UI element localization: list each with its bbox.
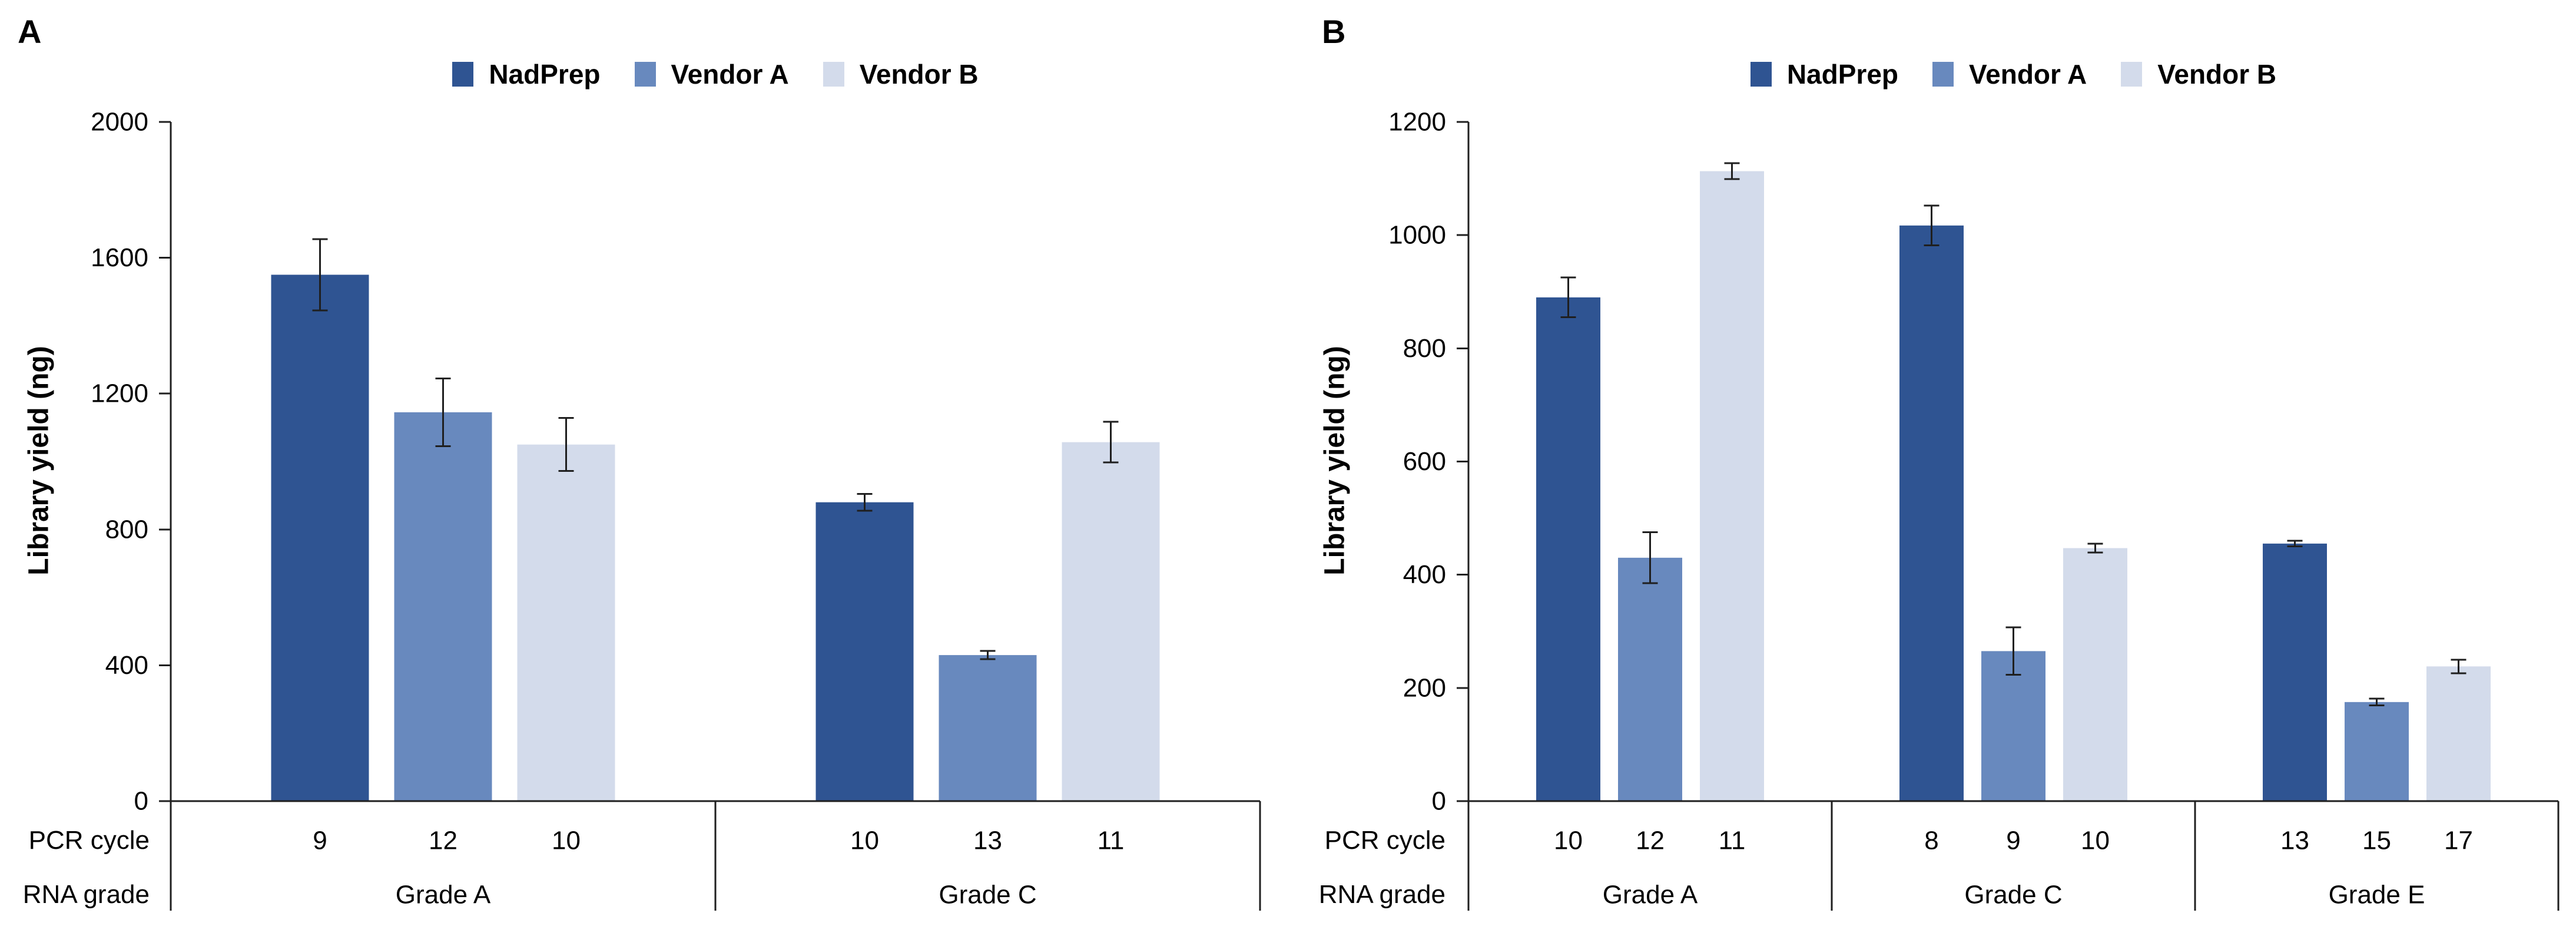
rna-grade-row-label: RNA grade — [1318, 880, 1446, 909]
pcr-cycle-value: 13 — [2280, 826, 2309, 855]
pcr-cycle-value: 11 — [1719, 826, 1746, 855]
pcr-cycle-row-label: PCR cycle — [1324, 826, 1446, 855]
y-tick-label: 0 — [134, 787, 148, 816]
legend-label-nadprep: NadPrep — [1786, 59, 1898, 90]
y-tick-label: 800 — [1403, 334, 1446, 363]
bar — [1618, 557, 1682, 801]
panel-b-label: B — [1322, 13, 1346, 50]
legend-item-nadprep: NadPrep — [452, 58, 601, 90]
y-tick-label: 200 — [1403, 673, 1446, 702]
bar — [1062, 442, 1160, 801]
legend-marker-vendor-b-icon — [823, 62, 844, 87]
bar — [1981, 651, 2045, 801]
panel-a-label: A — [18, 13, 42, 50]
legend-marker-nadprep-icon — [452, 62, 474, 87]
legend-item-nadprep: NadPrep — [1750, 58, 1898, 90]
y-tick-label: 600 — [1403, 447, 1446, 476]
legend-label-vendor-a: Vendor A — [671, 59, 789, 90]
pcr-cycle-value: 17 — [2444, 826, 2473, 855]
bar — [2063, 548, 2127, 801]
legend-label-vendor-b: Vendor B — [859, 59, 979, 90]
legend-item-vendor-a: Vendor A — [1932, 58, 2087, 90]
y-tick-label: 1600 — [91, 243, 148, 272]
legend-b: NadPrep Vendor A Vendor B — [1468, 59, 2558, 90]
pcr-cycle-value: 10 — [850, 826, 879, 855]
rna-grade-group-label: Grade E — [2329, 881, 2425, 909]
bar-chart-b: 10 12 11 Grade A 8 9 10 Grade C 13 15 17 Grade E 0 20… — [1388, 108, 2560, 911]
panel-a: A NadPrep Vendor A Vendor B Library yiel… — [18, 13, 1261, 911]
bar — [939, 655, 1037, 801]
y-tick-label: 800 — [105, 515, 148, 544]
legend-marker-vendor-b-icon — [2121, 62, 2143, 87]
legend-a: NadPrep Vendor A Vendor B — [171, 59, 1260, 90]
legend-item-vendor-a: Vendor A — [634, 58, 789, 90]
bar — [1536, 297, 1600, 801]
legend-marker-vendor-a-icon — [634, 62, 656, 87]
pcr-cycle-value: 10 — [2081, 826, 2110, 855]
y-tick-label: 1200 — [91, 379, 148, 408]
y-tick-label: 2000 — [91, 108, 148, 137]
bar — [271, 274, 369, 801]
legend-item-vendor-b: Vendor B — [2121, 58, 2276, 90]
pcr-cycle-row-label: PCR cycle — [28, 826, 150, 855]
rna-grade-row-label: RNA grade — [22, 880, 150, 909]
y-tick-label: 1200 — [1388, 108, 1446, 137]
pcr-cycle-value: 12 — [1636, 826, 1665, 855]
pcr-cycle-value: 9 — [313, 826, 327, 855]
bar-chart-a: 9 12 10 Grade A 10 13 11 Grade C 0 400 800 1200 1600… — [91, 108, 1261, 911]
pcr-cycle-value: 11 — [1098, 826, 1125, 855]
pcr-cycle-value: 8 — [1924, 826, 1938, 855]
pcr-cycle-value: 15 — [2362, 826, 2391, 855]
y-tick-label: 1000 — [1388, 221, 1446, 250]
panel-b: B NadPrep Vendor A Vendor B Library yiel… — [1288, 0, 2576, 936]
pcr-cycle-value: 10 — [1554, 826, 1583, 855]
bar — [2345, 702, 2409, 801]
legend-marker-vendor-a-icon — [1932, 62, 1954, 87]
legend-label-vendor-a: Vendor A — [1969, 59, 2087, 90]
legend-label-nadprep: NadPrep — [489, 59, 601, 90]
bar — [815, 502, 914, 801]
y-tick-label: 400 — [105, 651, 148, 680]
bar — [517, 444, 615, 801]
pcr-cycle-value: 13 — [973, 826, 1002, 855]
bar — [1700, 171, 1764, 801]
pcr-cycle-value: 10 — [552, 826, 581, 855]
bar — [2426, 666, 2491, 801]
pcr-cycle-value: 12 — [429, 826, 457, 855]
rna-grade-group-label: Grade A — [1603, 881, 1698, 909]
pcr-cycle-value: 9 — [2006, 826, 2020, 855]
legend-label-vendor-b: Vendor B — [2157, 59, 2277, 90]
rna-grade-group-label: Grade C — [1964, 881, 2062, 909]
legend-item-vendor-b: Vendor B — [823, 58, 979, 90]
y-tick-label: 0 — [1432, 787, 1446, 816]
rna-grade-group-label: Grade A — [396, 881, 491, 909]
bar — [2263, 543, 2327, 801]
legend-marker-nadprep-icon — [1750, 62, 1772, 87]
bar — [1899, 225, 1964, 801]
rna-grade-group-label: Grade C — [939, 881, 1036, 909]
y-tick-label: 400 — [1403, 560, 1446, 589]
bar — [394, 412, 492, 801]
